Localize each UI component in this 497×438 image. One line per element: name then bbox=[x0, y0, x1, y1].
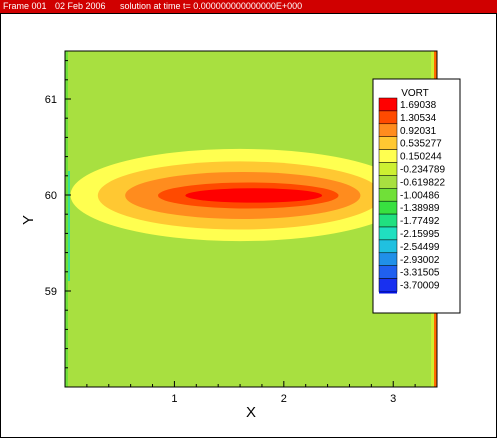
legend-label: 0.150244 bbox=[400, 152, 442, 163]
legend-label: -2.15995 bbox=[400, 229, 440, 240]
legend-swatch bbox=[378, 136, 398, 150]
left-edge-core bbox=[68, 171, 70, 281]
legend-label: -1.77492 bbox=[400, 216, 440, 227]
plot-area[interactable] bbox=[65, 51, 437, 387]
solution-time: solution at time t= 0.000000000000000E+0… bbox=[120, 1, 303, 11]
legend-swatch bbox=[378, 200, 398, 215]
legend-title: VORT bbox=[401, 88, 429, 99]
legend-label: 1.69038 bbox=[400, 100, 437, 111]
legend-label: -0.619822 bbox=[400, 177, 445, 188]
x-tick-label: 3 bbox=[390, 393, 396, 405]
legend-swatch bbox=[378, 162, 398, 176]
legend-swatch bbox=[378, 175, 398, 189]
contour-field bbox=[65, 51, 437, 387]
y-axis-label: Y bbox=[20, 215, 37, 225]
legend-swatch bbox=[378, 278, 398, 292]
legend: VORT 1.69038 1.30534 0.92031 0.535277 0.1502… bbox=[372, 78, 461, 314]
left-edge-strip bbox=[65, 51, 68, 387]
x-tick-label: 2 bbox=[281, 393, 287, 405]
legend-label: -1.38989 bbox=[400, 203, 440, 214]
legend-swatch bbox=[378, 110, 398, 125]
frame-number: Frame 001 bbox=[3, 1, 47, 11]
y-tick-label: 59 bbox=[45, 286, 57, 298]
legend-label: -2.54499 bbox=[400, 242, 440, 253]
legend-label: -2.93002 bbox=[400, 255, 440, 266]
legend-swatch bbox=[378, 149, 398, 163]
legend-swatch bbox=[378, 265, 398, 279]
y-tick-label: 61 bbox=[45, 94, 57, 106]
legend-swatch bbox=[378, 226, 398, 241]
vortex-contour-5 bbox=[185, 188, 323, 203]
x-tick-label: 1 bbox=[171, 393, 177, 405]
x-axis-label: X bbox=[246, 404, 256, 421]
legend-swatch bbox=[378, 252, 398, 266]
legend-swatch bbox=[378, 97, 398, 112]
legend-label: 0.535277 bbox=[400, 139, 442, 150]
legend-swatch bbox=[378, 123, 398, 137]
legend-label: -3.31505 bbox=[400, 268, 440, 279]
y-tick-label: 60 bbox=[45, 190, 57, 202]
legend-label: -3.70009 bbox=[400, 281, 440, 292]
legend-swatch-bottom bbox=[379, 291, 397, 294]
legend-swatch bbox=[378, 188, 398, 202]
legend-swatch bbox=[378, 239, 398, 254]
legend-label: 1.30534 bbox=[400, 113, 437, 124]
frame-date: 02 Feb 2006 bbox=[55, 1, 106, 11]
legend-label: -1.00486 bbox=[400, 190, 440, 201]
legend-label: -0.234789 bbox=[400, 164, 445, 175]
legend-swatch bbox=[378, 213, 398, 228]
legend-label: 0.92031 bbox=[400, 126, 437, 137]
